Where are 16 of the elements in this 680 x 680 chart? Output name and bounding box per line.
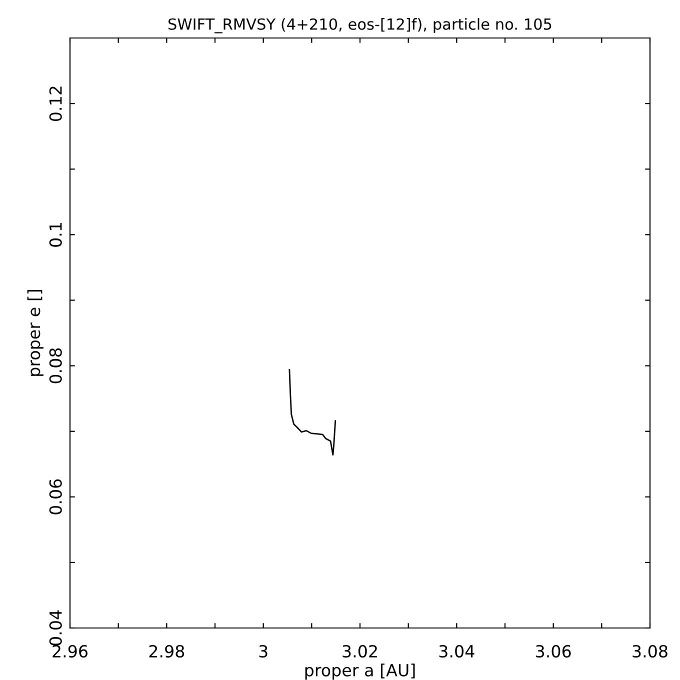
y-tick-label: 0.06	[49, 479, 62, 514]
x-tick-label: 3.04	[439, 644, 474, 658]
line-series	[288, 369, 336, 456]
y-tick-label: 0.1	[49, 222, 62, 247]
x-tick-label: 3.02	[342, 644, 377, 658]
x-tick-label: 2.98	[149, 644, 184, 658]
y-axis-title: proper e []	[27, 290, 44, 376]
y-tick-label: 0.08	[49, 348, 62, 384]
chart-title: SWIFT_RMVSY (4+210, eos-[12]f), particle no. 105	[168, 18, 552, 34]
y-tick-label: 0.12	[49, 86, 62, 122]
x-tick-label: 3	[259, 644, 268, 658]
x-tick-label: 2.96	[52, 644, 88, 658]
y-tick-label: 0.04	[49, 610, 62, 646]
x-tick-label: 3.08	[632, 644, 668, 658]
x-tick-label: 3.06	[536, 644, 571, 658]
x-axis-title: proper a [AU]	[305, 664, 415, 680]
